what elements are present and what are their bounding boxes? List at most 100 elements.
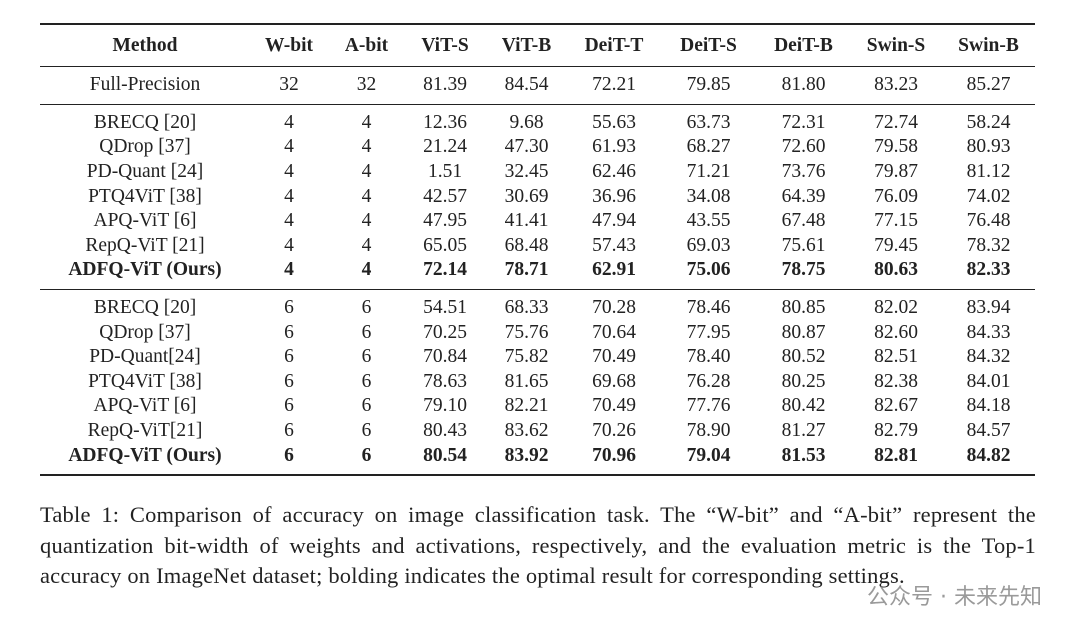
value-cell: 80.52 bbox=[781, 346, 826, 368]
method-cell: RepQ-ViT[21] bbox=[87, 420, 203, 442]
method-cell: APQ-ViT [6] bbox=[93, 395, 197, 417]
value-cell: 32 bbox=[279, 74, 299, 96]
value-cell: 70.49 bbox=[592, 346, 636, 368]
table-row: APQ-ViT [6] 4 4 47.95 41.41 47.94 43.55 67.48 77… bbox=[40, 209, 1035, 234]
value-cell: 82.21 bbox=[504, 395, 549, 417]
value-cell: 70.26 bbox=[592, 420, 636, 442]
table-row: QDrop [37] 4 4 21.24 47.30 61.93 68.27 72.60 79.… bbox=[40, 135, 1035, 160]
header-cell: ViT-B bbox=[485, 24, 568, 67]
value-cell: 6 bbox=[361, 370, 372, 392]
value-cell: 74.02 bbox=[966, 185, 1011, 207]
value-cell: 72.31 bbox=[757, 103, 850, 136]
table-row: ADFQ-ViT (Ours) 6 6 80.54 83.92 70.96 79.04 81.… bbox=[40, 443, 1035, 475]
value-cell: 70.28 bbox=[568, 288, 660, 321]
value-cell: 77.15 bbox=[874, 210, 918, 232]
value-cell: 4 bbox=[328, 103, 405, 136]
method-cell: PD-Quant[24] bbox=[89, 346, 201, 368]
row-group: Full-Precision 32 32 81.39 84.54 72.21 79.85 81… bbox=[40, 67, 1035, 105]
value-cell: 72.14 bbox=[423, 259, 467, 281]
value-cell: 83.92 bbox=[504, 444, 549, 466]
value-cell: 70.25 bbox=[423, 321, 467, 343]
header-row: Method W-bit A-bit ViT-S ViT-B DeiT-T DeiT-S De… bbox=[40, 24, 1035, 67]
value-cell: 78.32 bbox=[966, 234, 1011, 256]
value-cell: 81.53 bbox=[781, 444, 826, 466]
value-cell: 81.12 bbox=[966, 161, 1011, 183]
value-cell: 77.76 bbox=[686, 395, 731, 417]
method-cell: QDrop [37] bbox=[99, 321, 191, 343]
value-cell: 85.27 bbox=[966, 74, 1011, 96]
header-cell: A-bit bbox=[328, 24, 405, 67]
value-cell: 6 bbox=[250, 288, 328, 321]
value-cell: 68.33 bbox=[485, 288, 568, 321]
value-cell: 4 bbox=[284, 259, 294, 281]
value-cell: 6 bbox=[361, 444, 372, 466]
value-cell: 32 bbox=[356, 74, 377, 96]
table-row: ADFQ-ViT (Ours) 4 4 72.14 78.71 62.91 75.06 78.… bbox=[40, 258, 1035, 289]
value-cell: 47.30 bbox=[504, 136, 549, 158]
value-cell: 84.32 bbox=[966, 346, 1011, 368]
header-cell: DeiT-T bbox=[568, 24, 660, 67]
table-row: PD-Quant [24] 4 4 1.51 32.45 62.46 71.21 73.76 7… bbox=[40, 160, 1035, 185]
value-cell: 1.51 bbox=[427, 161, 463, 183]
value-cell: 78.40 bbox=[686, 346, 731, 368]
method-cell: PTQ4ViT [38] bbox=[88, 185, 202, 207]
value-cell: 76.48 bbox=[966, 210, 1011, 232]
value-cell: 82.67 bbox=[874, 395, 918, 417]
value-cell: 75.76 bbox=[504, 321, 549, 343]
value-cell: 80.42 bbox=[781, 395, 826, 417]
value-cell: 21.24 bbox=[423, 136, 467, 158]
value-cell: 6 bbox=[284, 370, 294, 392]
table-row: PTQ4ViT [38] 6 6 78.63 81.65 69.68 76.28 80.25 8… bbox=[40, 370, 1035, 395]
value-cell: 75.06 bbox=[686, 259, 731, 281]
method-cell: ADFQ-ViT (Ours) bbox=[68, 259, 222, 281]
value-cell: 69.03 bbox=[686, 234, 731, 256]
value-cell: 78.46 bbox=[660, 288, 757, 321]
value-cell: 78.90 bbox=[686, 420, 731, 442]
value-cell: 79.10 bbox=[423, 395, 467, 417]
value-cell: 4 bbox=[361, 136, 372, 158]
value-cell: 70.64 bbox=[592, 321, 636, 343]
value-cell: 4 bbox=[361, 161, 372, 183]
value-cell: 58.24 bbox=[942, 103, 1035, 136]
value-cell: 78.63 bbox=[423, 370, 467, 392]
row-group: BRECQ [20] 4 4 12.36 9.68 55.63 63.73 72.31 72.7… bbox=[40, 103, 1035, 289]
method-cell: PTQ4ViT [38] bbox=[88, 370, 202, 392]
value-cell: 82.38 bbox=[874, 370, 918, 392]
value-cell: 84.33 bbox=[966, 321, 1011, 343]
value-cell: 4 bbox=[250, 103, 328, 136]
value-cell: 80.85 bbox=[757, 288, 850, 321]
value-cell: 4 bbox=[284, 210, 294, 232]
value-cell: 76.28 bbox=[686, 370, 731, 392]
value-cell: 79.45 bbox=[874, 234, 918, 256]
value-cell: 6 bbox=[361, 321, 372, 343]
value-cell: 73.76 bbox=[781, 161, 826, 183]
value-cell: 79.04 bbox=[686, 444, 731, 466]
value-cell: 80.87 bbox=[781, 321, 826, 343]
value-cell: 75.82 bbox=[504, 346, 549, 368]
value-cell: 79.85 bbox=[686, 74, 731, 96]
header-cell: Swin-S bbox=[850, 24, 942, 67]
value-cell: 55.63 bbox=[568, 103, 660, 136]
value-cell: 9.68 bbox=[485, 103, 568, 136]
value-cell: 63.73 bbox=[660, 103, 757, 136]
table-row: QDrop [37] 6 6 70.25 75.76 70.64 77.95 80.87 82.… bbox=[40, 320, 1035, 345]
value-cell: 6 bbox=[284, 420, 294, 442]
method-cell: QDrop [37] bbox=[99, 136, 191, 158]
value-cell: 4 bbox=[361, 185, 372, 207]
value-cell: 6 bbox=[328, 288, 405, 321]
caption: Table 1: Comparison of accuracy on image… bbox=[40, 502, 1036, 588]
table-row: APQ-ViT [6] 6 6 79.10 82.21 70.49 77.76 80.42 82… bbox=[40, 394, 1035, 419]
value-cell: 78.71 bbox=[504, 259, 549, 281]
value-cell: 32.45 bbox=[504, 161, 549, 183]
value-cell: 82.02 bbox=[850, 288, 942, 321]
value-cell: 6 bbox=[284, 395, 294, 417]
table-row: PD-Quant[24] 6 6 70.84 75.82 70.49 78.40 80.52 8… bbox=[40, 345, 1035, 370]
value-cell: 78.75 bbox=[781, 259, 826, 281]
value-cell: 6 bbox=[361, 395, 372, 417]
value-cell: 81.27 bbox=[781, 420, 826, 442]
value-cell: 4 bbox=[284, 234, 294, 256]
value-cell: 72.60 bbox=[781, 136, 826, 158]
value-cell: 82.60 bbox=[874, 321, 918, 343]
value-cell: 83.94 bbox=[942, 288, 1035, 321]
